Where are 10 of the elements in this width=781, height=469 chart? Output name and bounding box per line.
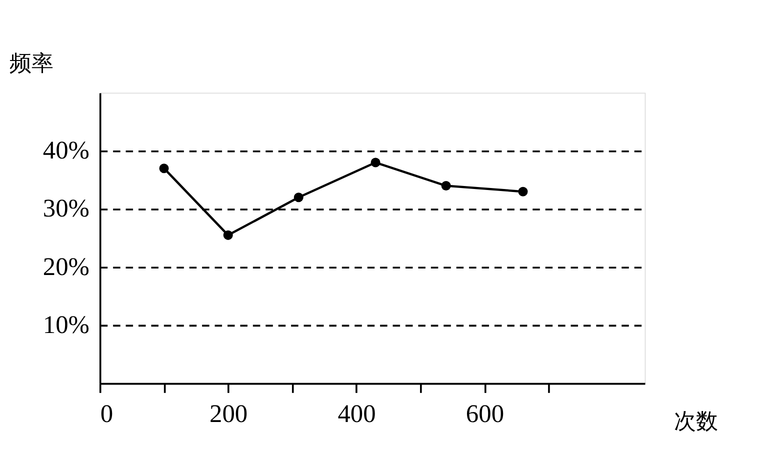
y-tick-label: 20% — [42, 252, 90, 281]
x-tick-label: 200 — [210, 400, 248, 428]
x-tick-label: 400 — [338, 400, 376, 428]
x-tick-label: 0 — [100, 400, 114, 428]
y-tick-label: 40% — [42, 136, 90, 165]
y-axis-title: 频率 — [10, 52, 54, 76]
x-tick-label: 600 — [466, 400, 504, 428]
y-tick-label: 10% — [42, 310, 90, 339]
x-axis-title: 次数 — [674, 409, 718, 434]
y-tick-label: 30% — [42, 194, 90, 223]
